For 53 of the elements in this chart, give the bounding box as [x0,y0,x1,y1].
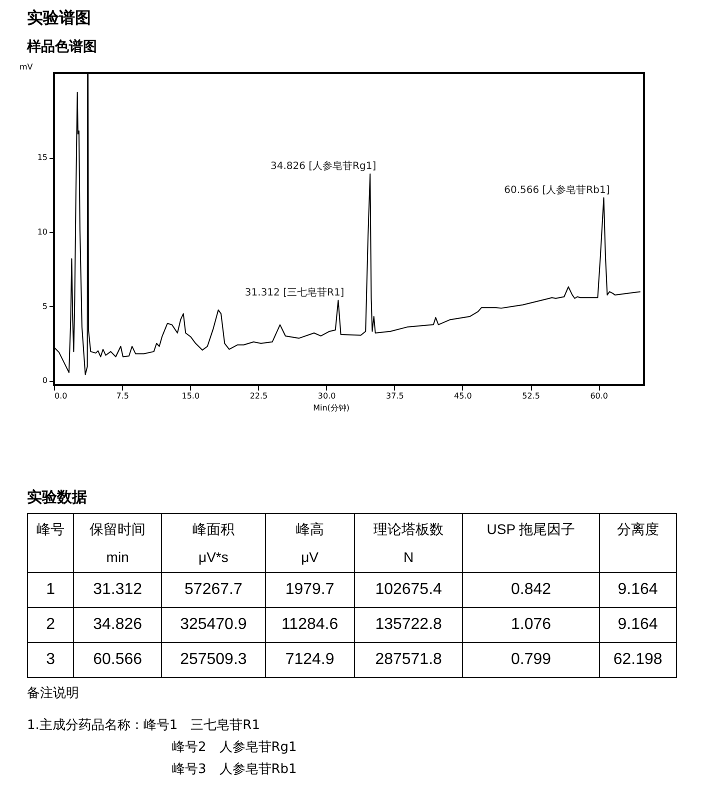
text: 0.799 [462,642,600,678]
text: 1.076 [462,608,600,642]
text: 257509.3 [162,642,266,678]
text: 2 [28,608,74,642]
x-tick-label: 7.5 [116,392,129,400]
x-tick-label: 30.0 [318,392,336,400]
x-axis-title: Min(分钟) [313,404,350,412]
text: 9.164 [599,572,676,608]
text: 34.826 [74,608,162,642]
annotation: 31.312 [三七皂苷R1] [244,286,344,298]
x-tick-label: 0.0 [54,392,68,400]
chart-subtitle: 样品色谱图 [27,38,97,56]
text: 峰号 [28,514,74,572]
annotation: 34.826 [人参皂苷Rg1] [270,160,376,172]
text: 峰高 μV [265,514,354,572]
text: 62.198 [599,642,676,678]
annotation: 60.566 [人参皂苷Rb1] [504,184,610,196]
text: 60.566 [74,642,162,678]
y-tick-label: 15 [37,153,48,162]
text: 325470.9 [162,608,266,642]
text: 287571.8 [354,642,463,678]
text: 保留时间 min [74,514,162,572]
y-axis-title: mV [20,62,34,72]
x-tick-label: 52.5 [522,392,540,400]
chart-title: 实验谱图 [27,8,91,29]
text: 0.842 [462,572,600,608]
text: USP 拖尾因子 [462,514,600,572]
x-tick-label: 60.0 [590,392,608,400]
text: 1 [28,572,74,608]
x-tick-label: 37.5 [386,392,404,400]
text: 1.主成分药品名称：峰号1 三七皂苷R1 [27,717,261,734]
text: 峰号3 人参皂苷Rb1 [171,761,298,778]
text: 31.312 [74,572,162,608]
text: 102675.4 [354,572,463,608]
x-tick-label: 22.5 [250,392,268,400]
text: 峰面积 μV*s [162,514,266,572]
text: 57267.7 [162,572,266,608]
text: 11284.6 [265,608,354,642]
text: 分离度 [599,514,676,572]
y-tick-label: 10 [37,227,48,236]
text: 备注说明 [27,685,80,702]
text: 3 [28,642,74,678]
text: 7124.9 [265,642,354,678]
text: 实验数据 [27,488,88,507]
text: 135722.8 [354,608,463,642]
text: 9.164 [599,608,676,642]
y-tick-label: 0 [42,376,48,386]
x-tick-label: 15.0 [182,392,200,400]
y-tick-label: 5 [42,302,48,311]
text: 1979.7 [265,572,354,608]
text: 峰号2 人参皂苷Rg1 [171,739,298,756]
x-tick-label: 45.0 [454,392,472,400]
text: 理论塔板数 N [354,514,463,572]
